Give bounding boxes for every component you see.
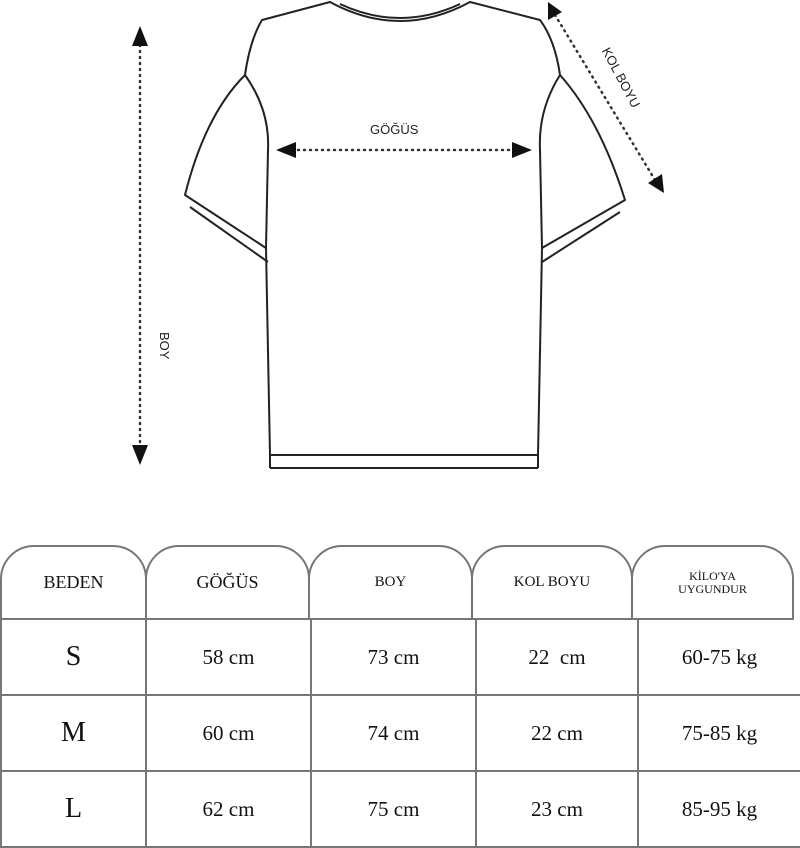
header-weight-line2: UYGUNDUR: [678, 581, 747, 596]
header-length: BOY: [308, 545, 473, 620]
right-cuff: [541, 211, 621, 263]
sleeve-cell: 22 cm: [477, 620, 639, 696]
length-cell: 73 cm: [312, 620, 477, 696]
chest-cell: 62 cm: [147, 772, 312, 848]
tshirt-diagram: [132, 1, 664, 469]
length-label: BOY: [157, 332, 172, 360]
table-row: L 62 cm 75 cm 23 cm 85-95 kg: [0, 772, 800, 848]
weight-cell: 75-85 kg: [639, 696, 800, 772]
header-chest: GÖĞÜS: [145, 545, 310, 620]
table-row: S 58 cm 73 cm 22 cm 60-75 kg: [0, 620, 800, 696]
sleeve-cell: 22 cm: [477, 696, 639, 772]
arrow-downright-icon: [648, 174, 664, 193]
header-weight-line1: KİLO'YA: [689, 568, 736, 583]
arrow-upleft-icon: [548, 2, 562, 20]
arrow-right-icon: [512, 142, 532, 158]
sleeve-arrow-line: [553, 13, 657, 182]
weight-cell: 85-95 kg: [639, 772, 800, 848]
chest-cell: 58 cm: [147, 620, 312, 696]
length-cell: 74 cm: [312, 696, 477, 772]
header-size: BEDEN: [0, 545, 147, 620]
collar: [339, 3, 461, 19]
chest-label: GÖĞÜS: [370, 122, 419, 137]
arrow-down-icon: [132, 445, 148, 465]
header-weight: KİLO'YA UYGUNDUR: [631, 545, 794, 620]
size-table: BEDEN GÖĞÜS BOY KOL BOYU KİLO'YA UYGUNDU…: [0, 545, 800, 848]
weight-cell: 60-75 kg: [639, 620, 800, 696]
sleeve-cell: 23 cm: [477, 772, 639, 848]
size-cell: L: [0, 772, 147, 848]
left-cuff: [189, 206, 269, 263]
length-cell: 75 cm: [312, 772, 477, 848]
header-sleeve: KOL BOYU: [471, 545, 633, 620]
size-cell: M: [0, 696, 147, 772]
size-cell: S: [0, 620, 147, 696]
table-header-row: BEDEN GÖĞÜS BOY KOL BOYU KİLO'YA UYGUNDU…: [0, 545, 800, 620]
arrow-left-icon: [276, 142, 296, 158]
tshirt-outline: [184, 1, 626, 456]
chest-cell: 60 cm: [147, 696, 312, 772]
arrow-up-icon: [132, 26, 148, 46]
table-row: M 60 cm 74 cm 22 cm 75-85 kg: [0, 696, 800, 772]
